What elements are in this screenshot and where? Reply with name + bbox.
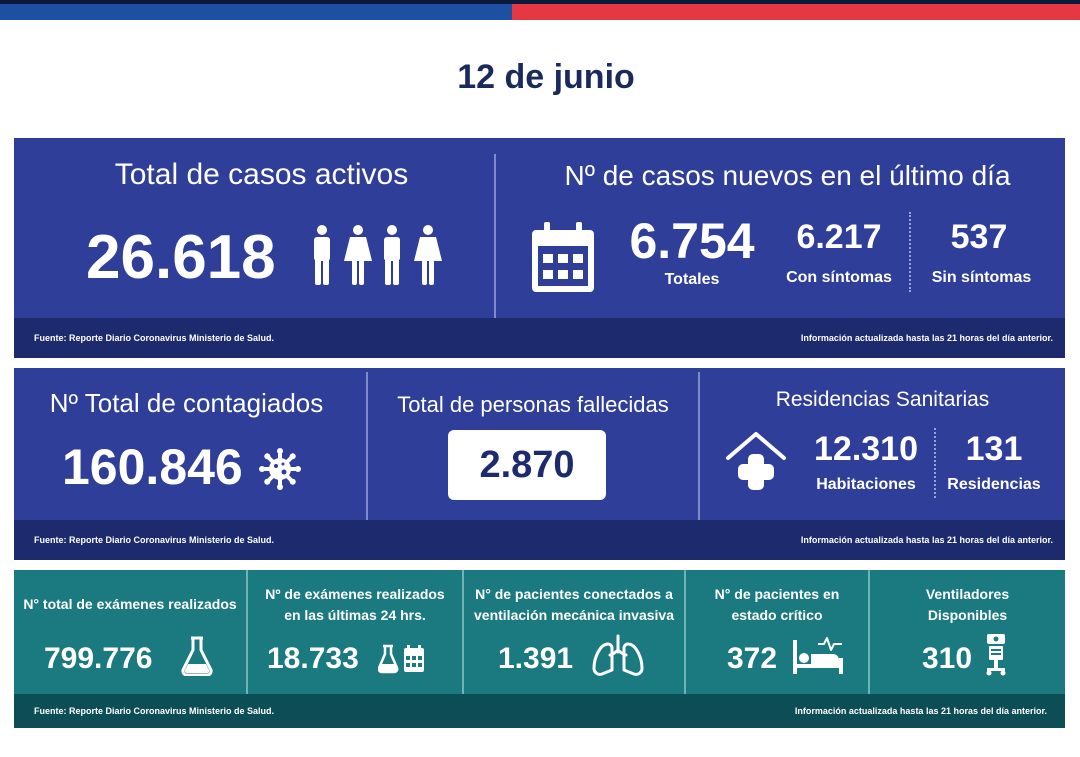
- active-cases-title: Total de casos activos: [114, 158, 409, 191]
- exams-24h-title-line-2: en las últimas 24 hrs.: [284, 607, 426, 623]
- deaths-value: 2.870: [479, 444, 575, 486]
- footer-source: Fuente: Reporte Diario Coronavirus Minis…: [34, 535, 275, 545]
- critical-title-line-2: estado crítico: [731, 607, 823, 623]
- new-cases-symptoms-label: Con síntomas: [786, 269, 892, 286]
- panel2-divider-1: [366, 372, 368, 520]
- residences-title: Residencias Sanitarias: [775, 388, 990, 411]
- critical-value: 372: [727, 642, 778, 675]
- footer-source: Fuente: Reporte Diario Coronavirus Minis…: [34, 333, 275, 343]
- ventilators-title-line-1: Ventiladores: [925, 586, 1010, 602]
- total-infected-value: 160.846: [62, 439, 243, 495]
- footer-info: Información actualizada hasta las 21 hor…: [794, 706, 1047, 716]
- ventilators-title-line-2: Disponibles: [927, 607, 1008, 623]
- top-color-bar: [0, 0, 1080, 20]
- panel3-divider-2: [462, 570, 464, 694]
- top-bar-dark-edge: [0, 0, 1080, 4]
- house-cross-icon: [726, 432, 786, 490]
- calendar-icon: [532, 222, 594, 292]
- lungs-icon: [592, 634, 644, 676]
- exams-total-title: N° total de exámenes realizados: [23, 596, 237, 612]
- panel3-divider-3: [684, 570, 686, 694]
- panel-exams-and-patients: N° total de exámenes realizados 799.776 …: [14, 570, 1065, 728]
- ventilated-title-line-1: N° de pacientes conectados a: [475, 586, 673, 602]
- footer-source: Fuente: Reporte Diario Coronavirus Minis…: [34, 706, 275, 716]
- panel3-footer: Fuente: Reporte Diario Coronavirus Minis…: [14, 694, 1065, 728]
- flask-calendar-icon: [378, 644, 424, 674]
- residences-dotted-divider: [934, 428, 936, 498]
- virus-icon: [259, 448, 301, 490]
- panel2-footer: Fuente: Reporte Diario Coronavirus Minis…: [14, 520, 1065, 560]
- residences-count-value: 131: [965, 430, 1023, 468]
- deaths-value-box: 2.870: [448, 430, 606, 500]
- top-bar-blue: [0, 0, 512, 20]
- hospital-bed-icon: [793, 637, 843, 674]
- people-icon: [314, 225, 442, 285]
- active-cases-value: 26.618: [86, 223, 276, 292]
- footer-info: Información actualizada hasta las 21 hor…: [800, 535, 1053, 545]
- panel1-divider: [494, 154, 496, 318]
- new-cases-total-value: 6.754: [629, 213, 755, 269]
- total-infected-title: Nº Total de contagiados: [49, 388, 324, 418]
- panel2-divider-2: [698, 372, 700, 520]
- panel-totals-deaths-residences: Nº Total de contagiados 160.846 Total de…: [14, 368, 1065, 560]
- new-cases-nosymptoms-value: 537: [950, 218, 1008, 256]
- ventilated-value: 1.391: [498, 642, 574, 675]
- exams-24h-title-line-1: Nº de exámenes realizados: [265, 586, 445, 602]
- flask-icon: [181, 636, 213, 676]
- residences-rooms-value: 12.310: [814, 430, 918, 468]
- new-cases-symptoms-value: 6.217: [796, 218, 882, 256]
- residences-rooms-label: Habitaciones: [816, 476, 916, 493]
- exams-total-value: 799.776: [44, 642, 153, 675]
- report-date: 12 de junio: [457, 58, 635, 96]
- exams-24h-value: 18.733: [267, 642, 359, 675]
- residences-count-label: Residencias: [947, 476, 1041, 493]
- panel1-footer: Fuente: Reporte Diario Coronavirus Minis…: [14, 318, 1065, 358]
- footer-info: Información actualizada hasta las 21 hor…: [800, 333, 1053, 343]
- new-cases-total-label: Totales: [664, 271, 720, 288]
- ventilated-title-line-2: ventilación mecánica invasiva: [474, 607, 674, 623]
- top-bar-red: [512, 0, 1080, 20]
- panel3-divider-1: [246, 570, 248, 694]
- ventilator-icon: [986, 634, 1006, 676]
- ventilators-value: 310: [922, 642, 973, 675]
- new-cases-dotted-divider: [909, 212, 911, 292]
- panel-active-and-new-cases: Total de casos activos 26.618 Nº de caso…: [14, 138, 1065, 358]
- new-cases-title: Nº de casos nuevos en el último día: [564, 160, 1011, 191]
- deaths-title: Total de personas fallecidas: [397, 392, 669, 417]
- new-cases-nosymptoms-label: Sin síntomas: [931, 269, 1032, 286]
- critical-title-line-1: N° de pacientes en: [714, 586, 840, 602]
- panel3-divider-4: [868, 570, 870, 694]
